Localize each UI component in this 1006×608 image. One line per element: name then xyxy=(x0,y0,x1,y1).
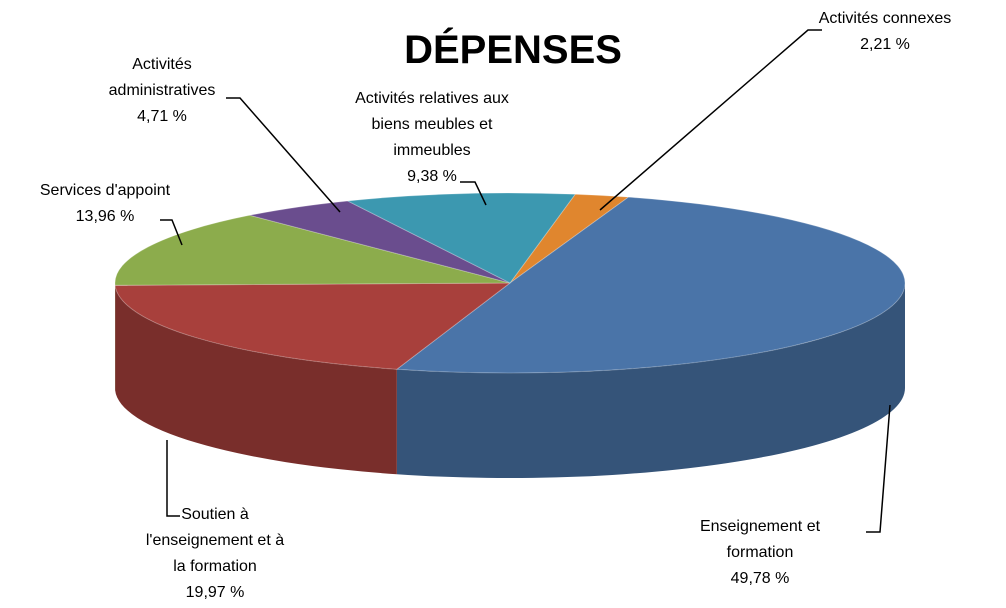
value-label: 19,97 % xyxy=(185,584,245,601)
pie-side xyxy=(115,285,397,475)
slice-label: Services d'appoint 13,96 % xyxy=(20,178,190,230)
slice-label: Activités relatives aux biens meubles et… xyxy=(352,86,512,190)
leader-line xyxy=(160,219,183,246)
pie-slice xyxy=(395,196,906,374)
category-label: Activités relatives aux biens meubles et… xyxy=(355,90,509,159)
slice-label: Activités connexes 2,21 % xyxy=(800,6,970,58)
slice-label: Soutien à l'enseignement et à la formati… xyxy=(138,502,293,606)
value-label: 2,21 % xyxy=(860,36,910,53)
leader-line xyxy=(599,29,822,211)
leader-line xyxy=(866,404,891,533)
pie-sides xyxy=(115,283,905,478)
category-label: Activités connexes xyxy=(818,10,952,27)
pie-slice xyxy=(249,200,511,284)
leader-line xyxy=(460,181,487,206)
leader-lines xyxy=(160,29,891,533)
pie-slice xyxy=(345,192,577,284)
chart-title: DÉPENSES xyxy=(404,28,622,72)
value-label: 9,38 % xyxy=(407,168,457,185)
slice-label: Enseignement et formation 49,78 % xyxy=(693,514,828,592)
leader-line xyxy=(166,440,180,517)
category-label: Soutien à l'enseignement et à la formati… xyxy=(145,506,285,575)
value-label: 13,96 % xyxy=(75,208,135,225)
pie-slice xyxy=(509,193,630,284)
value-label: 49,78 % xyxy=(730,570,790,587)
pie-side xyxy=(396,283,905,478)
value-label: 4,71 % xyxy=(137,108,187,125)
category-label: Enseignement et formation xyxy=(699,518,821,561)
category-label: Activités administratives xyxy=(108,56,216,99)
pie-slice xyxy=(114,282,512,370)
pie-slice xyxy=(114,214,511,286)
leader-line xyxy=(226,97,341,213)
slice-label: Activités administratives 4,71 % xyxy=(100,52,225,130)
pie-tops xyxy=(114,192,906,374)
category-label: Services d'appoint xyxy=(39,182,171,199)
